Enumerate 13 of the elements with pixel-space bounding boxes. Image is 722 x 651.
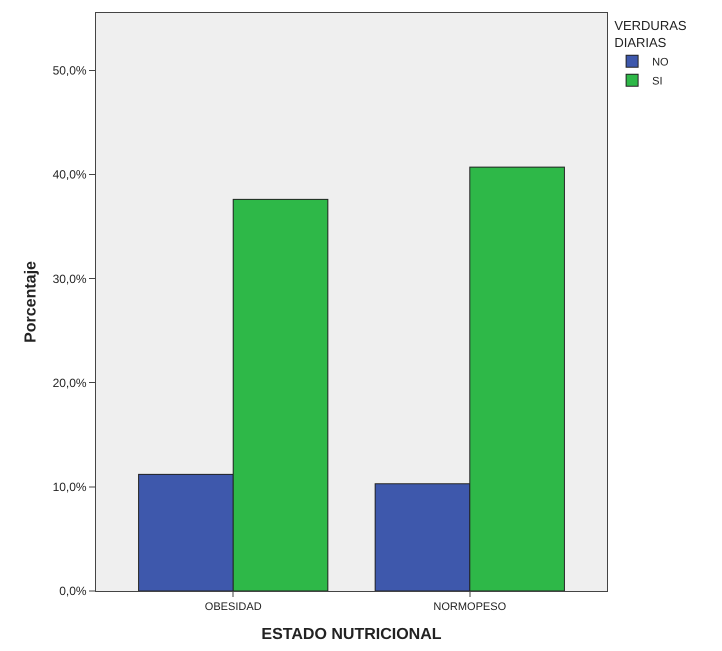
legend-title: VERDURAS DIARIAS bbox=[614, 18, 687, 50]
y-axis-title: Porcentaje bbox=[22, 260, 40, 343]
y-tick-label: 0,0% bbox=[59, 584, 87, 598]
y-tick-label: 10,0% bbox=[52, 480, 87, 494]
legend-label: NO bbox=[652, 56, 670, 69]
y-tick-label: 40,0% bbox=[52, 168, 87, 182]
x-axis-title: ESTADO NUTRICIONAL bbox=[261, 626, 442, 643]
legend-label: SI bbox=[652, 76, 663, 88]
y-tick-label: 50,0% bbox=[52, 63, 87, 78]
y-tick-label: 30,0% bbox=[52, 272, 87, 286]
x-tick-label: OBESIDAD bbox=[204, 601, 262, 614]
x-tick-label: NORMOPESO bbox=[433, 601, 507, 614]
y-tick-label: 20,0% bbox=[52, 376, 87, 390]
